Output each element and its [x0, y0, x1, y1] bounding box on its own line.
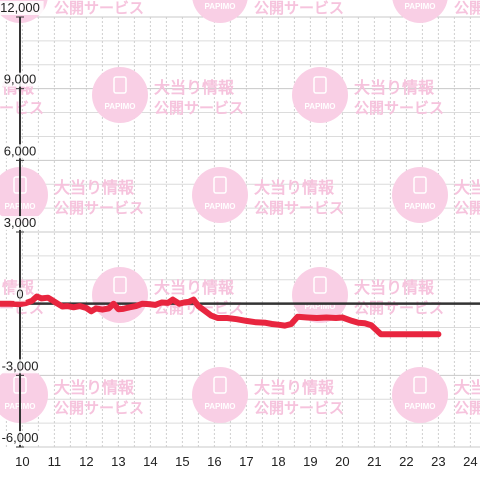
- watermark-line2: 公開サービス: [0, 99, 44, 117]
- watermark-brand: PAPIMO: [405, 202, 436, 211]
- tick-labels: -6,000 -3,000 0 3,000 6,000 9,000 12,000 10 11 12…: [0, 0, 478, 469]
- y-tick-label: -3,000: [2, 358, 39, 373]
- y-tick-label: 9,000: [4, 72, 37, 87]
- watermark-badge: [192, 0, 248, 23]
- y-tick-label: 12,000: [0, 0, 40, 15]
- y-tick-label-bg: [0, 359, 44, 374]
- watermark-brand: PAPIMO: [105, 102, 136, 111]
- watermark-line2: 公開サービス: [254, 0, 344, 17]
- watermark-brand: PAPIMO: [205, 402, 236, 411]
- y-tick-label-bg: [0, 72, 40, 87]
- y-tick-label: 0: [16, 287, 23, 302]
- phone-icon: [213, 176, 227, 194]
- watermark-badge: [392, 0, 448, 23]
- x-tick-label: 13: [111, 454, 125, 469]
- watermark-line2: 公開サービス: [454, 399, 480, 417]
- watermark-badge: [192, 367, 248, 423]
- watermark-badge: [192, 167, 248, 223]
- watermark-line1: 大当り情報: [154, 78, 235, 97]
- x-tick-label: 10: [15, 454, 29, 469]
- watermark-brand: PAPIMO: [305, 102, 336, 111]
- phone-icon: [113, 76, 127, 94]
- watermark-line1: 大当り情報: [454, 178, 480, 197]
- x-tick-label: 22: [399, 454, 413, 469]
- x-tick-label: 19: [303, 454, 317, 469]
- series-line: [0, 293, 442, 338]
- y-tick-label-bg: [0, 431, 44, 445]
- y-tick-label-bg: [0, 216, 40, 230]
- watermark-line1: 大当り情報: [54, 178, 135, 197]
- watermark-brand: PAPIMO: [405, 2, 436, 11]
- y-tick-label-bg: [0, 144, 40, 159]
- phone-icon: [313, 76, 327, 94]
- phone-icon: [413, 176, 427, 194]
- watermark-line2: 公開サービス: [454, 199, 480, 217]
- x-tick-label: 14: [143, 454, 157, 469]
- watermark-line2: 公開サービス: [354, 99, 444, 117]
- watermark-line2: 公開サービス: [454, 0, 480, 17]
- y-tick-label: 3,000: [4, 215, 37, 230]
- series: [0, 293, 442, 338]
- x-tick-label: 24: [463, 454, 477, 469]
- watermark-line2: 公開サービス: [54, 0, 144, 17]
- x-tick-label: 18: [271, 454, 285, 469]
- watermark-brand: PAPIMO: [205, 2, 236, 11]
- watermark-badge: [292, 67, 348, 123]
- watermark-badge: [0, 167, 48, 223]
- phone-icon: [313, 276, 327, 294]
- x-tick-label: 15: [175, 454, 189, 469]
- phone-icon: [413, 376, 427, 394]
- watermark-badge: [92, 267, 148, 323]
- watermark-line1: 大当り情報: [54, 378, 135, 397]
- watermark-line1: 大当り情報: [354, 78, 435, 97]
- watermark-line2: 公開サービス: [354, 299, 444, 317]
- watermark-badge: [292, 267, 348, 323]
- y-tick-label: -6,000: [2, 430, 39, 445]
- x-tick-label: 11: [48, 454, 62, 469]
- watermark-line1: 大当り情報: [454, 378, 480, 397]
- x-tick-label: 17: [239, 454, 253, 469]
- watermark-badge: [392, 167, 448, 223]
- watermark-brand: PAPIMO: [305, 302, 336, 311]
- watermark-line2: 公開サービス: [54, 199, 144, 217]
- watermark-line1: 大当り情報: [354, 278, 435, 297]
- phone-icon: [113, 276, 127, 294]
- y-tick-label: 6,000: [4, 143, 37, 158]
- watermark-badge: [92, 67, 148, 123]
- watermark-badge: [0, 367, 48, 423]
- watermark-line1: 大当り情報: [254, 178, 335, 197]
- watermark-brand: PAPIMO: [405, 402, 436, 411]
- x-tick-label: 20: [335, 454, 349, 469]
- y-tick-label-bg: [0, 1, 44, 15]
- watermark-badge: [392, 367, 448, 423]
- y-tick-label-bg: [14, 287, 26, 302]
- watermark-line1: 大当り情報: [154, 278, 235, 297]
- watermark-line1: 大当り情報: [254, 378, 335, 397]
- watermark-line2: 公開サービス: [254, 399, 344, 417]
- x-tick-label: 21: [367, 454, 381, 469]
- watermark-brand: PAPIMO: [205, 202, 236, 211]
- axes: [16, 16, 480, 448]
- watermark-line2: 公開サービス: [54, 399, 144, 417]
- x-tick-label: 16: [207, 454, 221, 469]
- phone-icon: [213, 376, 227, 394]
- x-tick-label: 23: [431, 454, 445, 469]
- watermark-line1: 大当り情報: [0, 278, 35, 297]
- watermark-line2: 公開サービス: [254, 199, 344, 217]
- watermark-line2: 公開サービス: [154, 99, 244, 117]
- x-tick-label: 12: [79, 454, 93, 469]
